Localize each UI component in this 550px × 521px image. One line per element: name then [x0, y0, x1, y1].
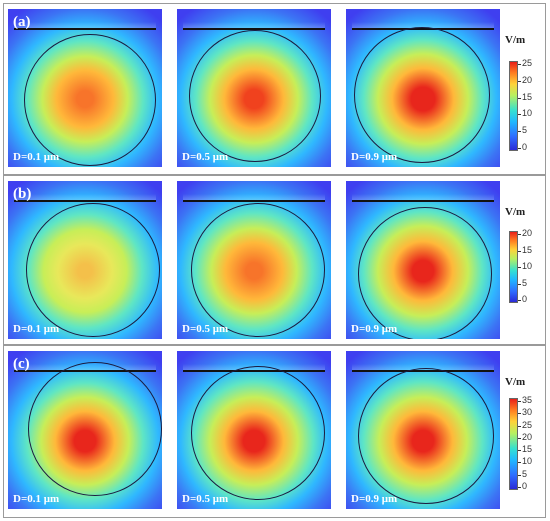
electrode-line	[14, 22, 156, 30]
colorbar-unit: V/m	[505, 34, 526, 46]
particle-outline	[354, 27, 490, 163]
colorbar-tick-label: 0	[522, 294, 528, 304]
colorbar-tick-mark	[518, 487, 521, 488]
diameter-label: D=0.9 μm	[351, 493, 398, 505]
panel-tag: (b)	[13, 186, 32, 202]
colorbar-tick-mark	[518, 450, 521, 452]
panel-tag: (a)	[13, 14, 31, 30]
colorbar-unit: V/m	[505, 376, 526, 388]
colorbar-tick-mark	[518, 250, 521, 252]
diameter-label: D=0.9 μm	[351, 323, 398, 335]
colorbar-tick-mark	[518, 131, 521, 133]
diameter-label: D=0.1 μm	[13, 493, 60, 505]
field-map-c-1: (c) D=0.1 μm	[8, 351, 162, 509]
colorbar-tick-label: 20	[522, 74, 533, 85]
colorbar-gradient	[509, 231, 518, 303]
colorbar-tick-mark	[518, 234, 521, 235]
particle-outline	[24, 34, 156, 166]
colorbar-gradient	[509, 61, 518, 151]
field-map-b-3: D=0.9 μm	[346, 181, 500, 339]
colorbar-tick-mark	[518, 114, 521, 116]
colorbar-tick-mark	[518, 413, 521, 415]
colorbar-tick-label: 5	[522, 125, 528, 136]
colorbar-tick-label: 25	[522, 419, 533, 430]
field-map-a-2: D=0.5 μm	[177, 9, 331, 167]
diameter-label: D=0.5 μm	[182, 323, 229, 335]
diameter-label: D=0.9 μm	[351, 151, 398, 163]
field-map-b-1: (b) D=0.1 μm	[8, 181, 162, 339]
colorbar-tick-mark	[518, 97, 521, 99]
panel-tag: (c)	[13, 356, 30, 372]
colorbar-tick-mark	[518, 462, 521, 464]
colorbar-tick-mark	[518, 401, 521, 402]
diameter-label: D=0.5 μm	[182, 493, 229, 505]
colorbar-tick-label: 5	[522, 468, 528, 479]
colorbar-tick-label: 5	[522, 277, 528, 288]
particle-outline	[191, 366, 325, 500]
colorbar-tick-label: 35	[522, 395, 533, 405]
colorbar-tick-label: 10	[522, 108, 533, 119]
colorbar-tick-mark	[518, 300, 521, 301]
electrode-line	[14, 194, 156, 202]
electrode-line	[183, 22, 325, 30]
colorbar-tick-label: 15	[522, 444, 533, 455]
particle-outline	[28, 362, 162, 496]
colorbar-tick-mark	[518, 148, 521, 149]
field-map-a-3: D=0.9 μm	[346, 9, 500, 167]
panel-c: (c) D=0.1 μm D=0.5 μm D=0.9 μm V/m 35 30 2…	[3, 345, 546, 518]
colorbar-tick-mark	[518, 64, 521, 65]
particle-outline	[358, 207, 492, 339]
field-map-b-2: D=0.5 μm	[177, 181, 331, 339]
colorbar-gradient	[509, 398, 518, 490]
panel-a: (a) D=0.1 μm D=0.5 μm D=0.9 μm V/m 25 20 1…	[3, 3, 546, 175]
particle-outline	[191, 203, 325, 337]
electrode-line	[352, 194, 494, 202]
field-map-c-2: D=0.5 μm	[177, 351, 331, 509]
colorbar-tick-label: 25	[522, 58, 533, 68]
colorbar-tick-mark	[518, 437, 521, 439]
colorbar-tick-label: 10	[522, 456, 533, 467]
field-map-c-3: D=0.9 μm	[346, 351, 500, 509]
diameter-label: D=0.5 μm	[182, 151, 229, 163]
colorbar-unit: V/m	[505, 206, 526, 218]
colorbar-tick-label: 30	[522, 407, 533, 418]
diameter-label: D=0.1 μm	[13, 323, 60, 335]
diameter-label: D=0.1 μm	[13, 151, 60, 163]
panel-b: (b) D=0.1 μm D=0.5 μm D=0.9 μm V/m 20 15 1…	[3, 175, 546, 345]
colorbar-tick-mark	[518, 283, 521, 285]
colorbar-tick-label: 10	[522, 261, 533, 271]
colorbar-tick-mark	[518, 267, 521, 268]
electrode-line	[183, 194, 325, 202]
colorbar-tick-label: 0	[522, 481, 528, 491]
particle-outline	[189, 30, 321, 162]
colorbar-tick-label: 20	[522, 228, 533, 238]
colorbar-tick-mark	[518, 474, 521, 476]
particle-outline	[26, 203, 160, 337]
colorbar-tick-label: 0	[522, 142, 528, 152]
colorbar-tick-label: 15	[522, 91, 533, 102]
colorbar-tick-mark	[518, 425, 521, 427]
particle-outline	[358, 368, 494, 504]
colorbar-tick-label: 15	[522, 244, 533, 255]
colorbar-tick-mark	[518, 80, 521, 82]
field-map-a-1: (a) D=0.1 μm	[8, 9, 162, 167]
colorbar-tick-label: 20	[522, 431, 533, 442]
